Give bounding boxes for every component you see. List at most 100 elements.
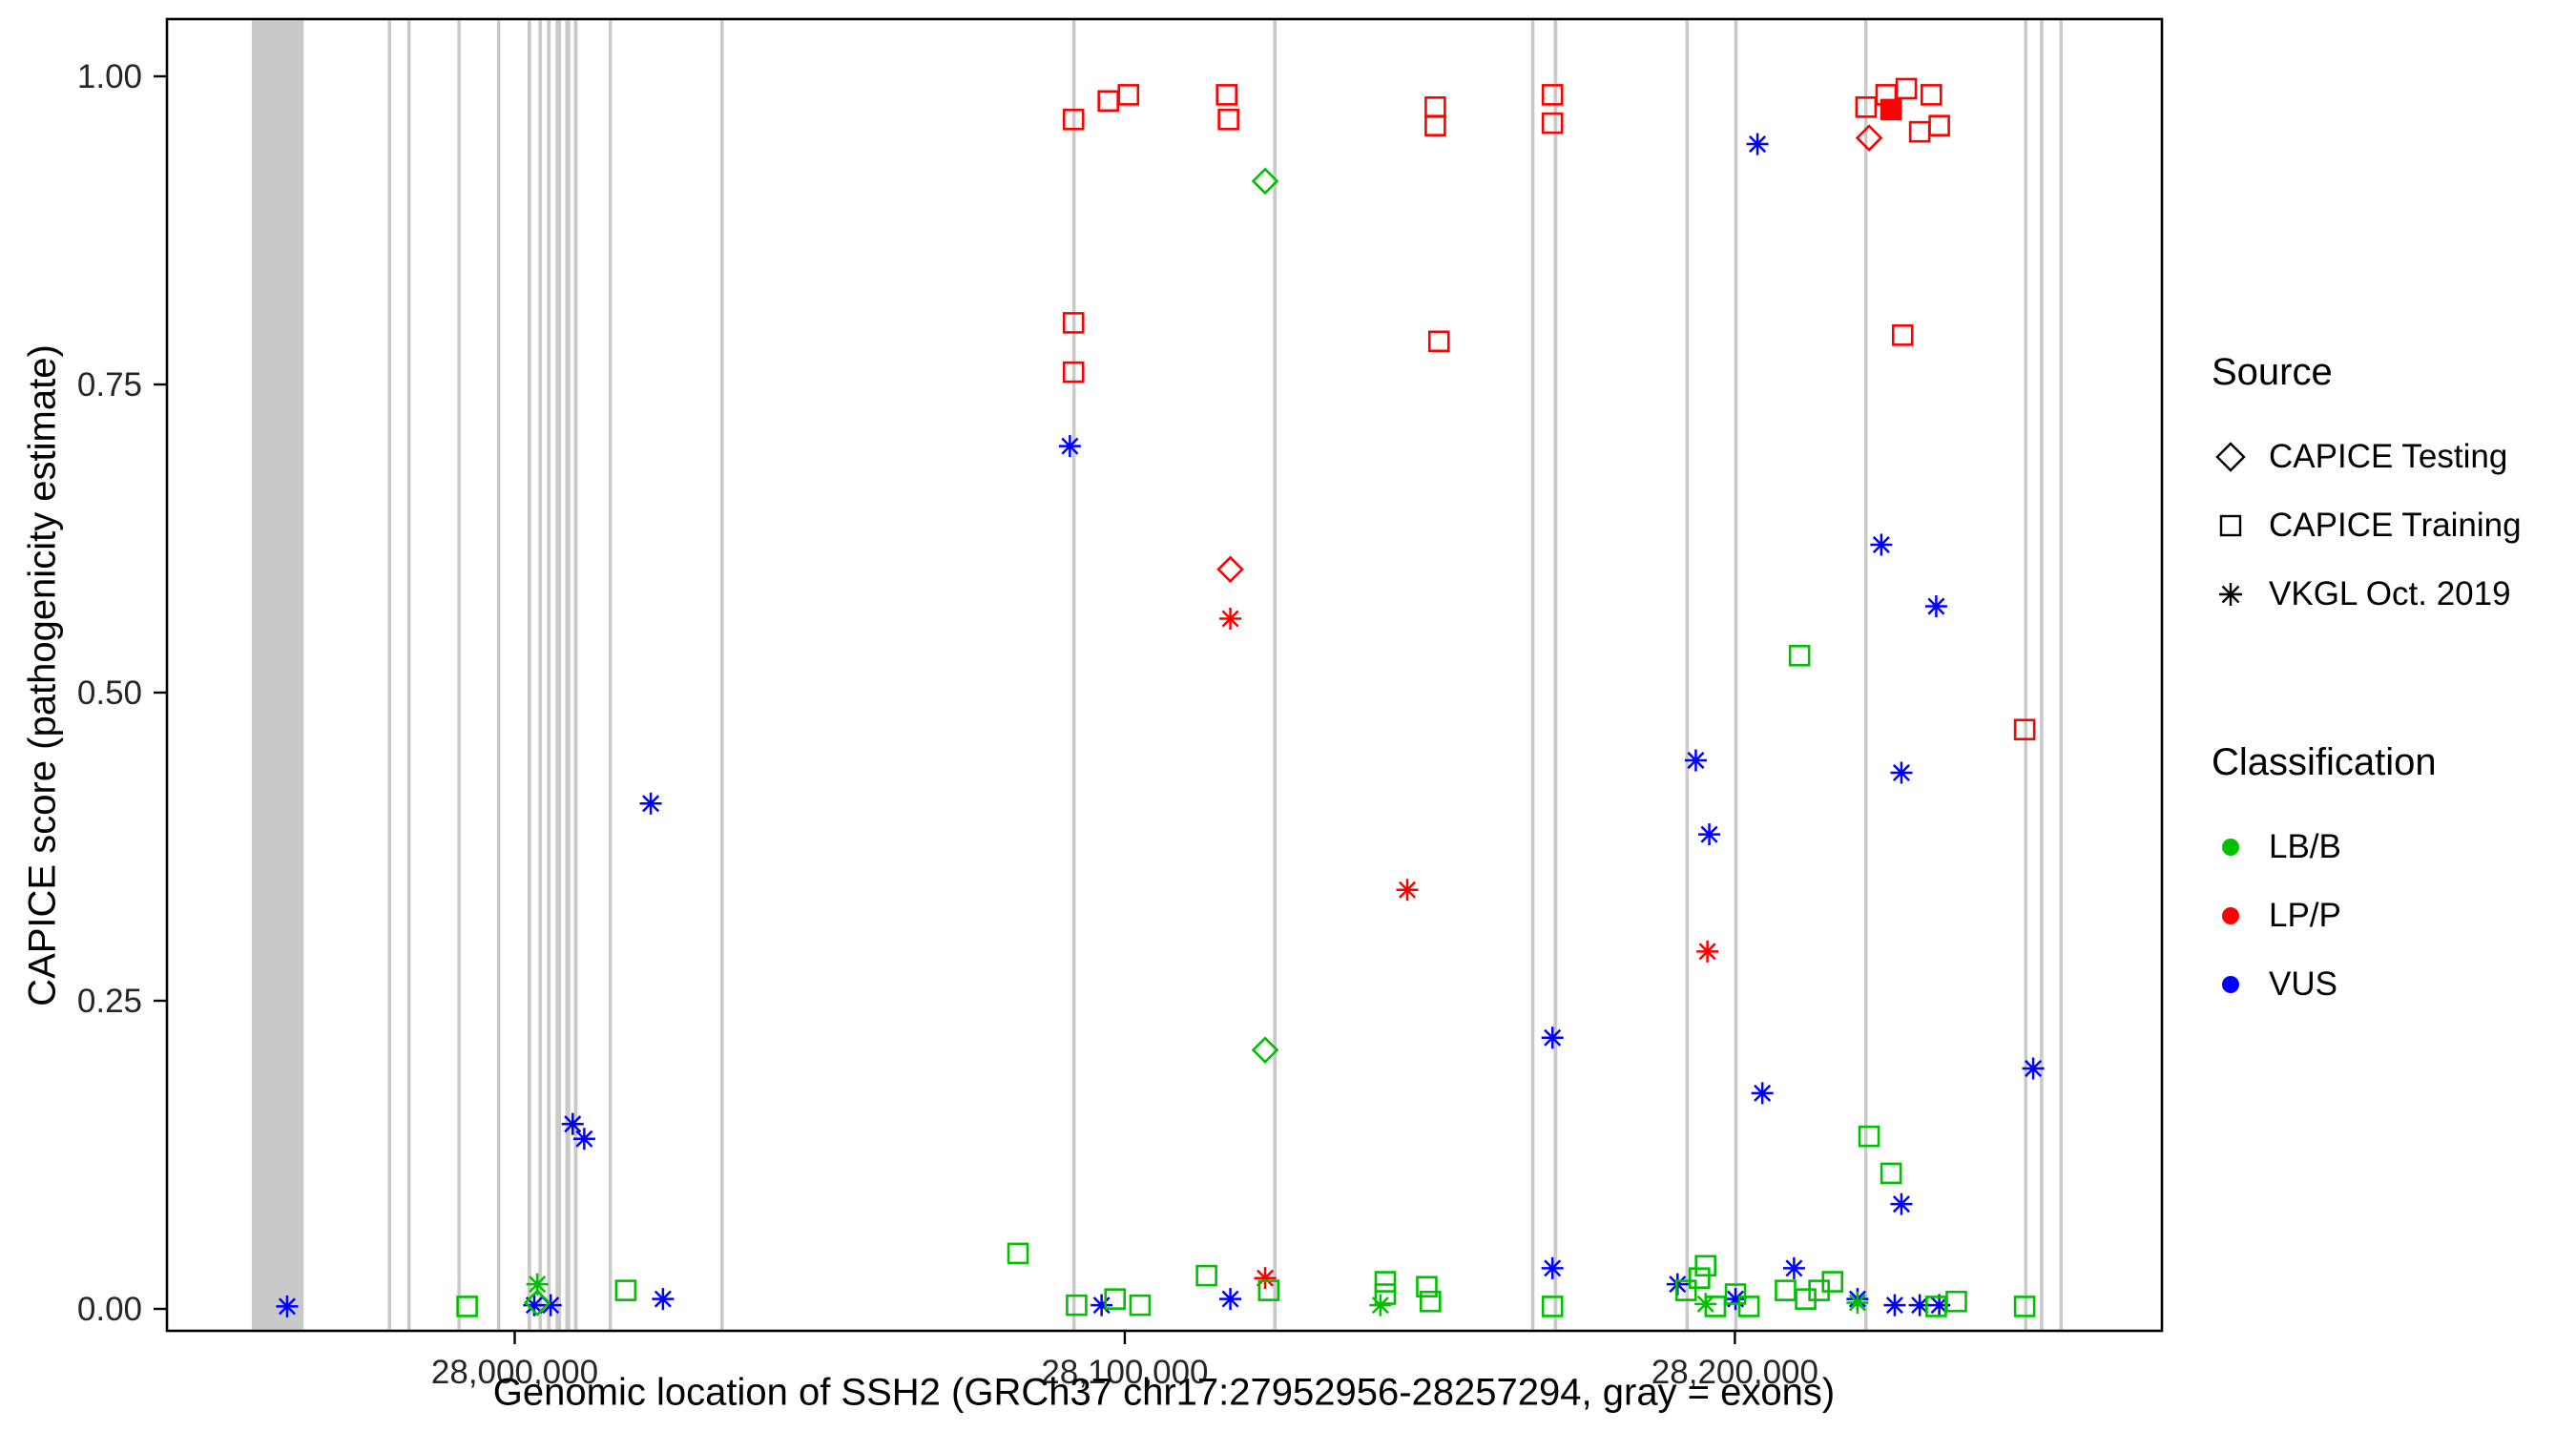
exon-band bbox=[1530, 20, 1535, 1330]
data-point bbox=[1195, 1264, 1217, 1287]
data-point bbox=[1427, 330, 1450, 353]
legend-item-lbb: LB/B bbox=[2212, 813, 2574, 881]
data-point bbox=[276, 1295, 299, 1317]
exon-band bbox=[406, 20, 411, 1330]
legend-label-vus: VUS bbox=[2269, 965, 2337, 1003]
data-point bbox=[1254, 1267, 1277, 1290]
data-point bbox=[1775, 1279, 1797, 1301]
legend: Source CAPICE Testing CAPICE Training bbox=[2212, 351, 2574, 1019]
data-point bbox=[1782, 1256, 1805, 1279]
legend-label-capice-training: CAPICE Training bbox=[2269, 507, 2522, 544]
data-point bbox=[1257, 1279, 1280, 1301]
exon-band bbox=[555, 20, 562, 1330]
legend-label-lpp: LP/P bbox=[2269, 897, 2341, 934]
exon-band bbox=[1863, 20, 1868, 1330]
data-point bbox=[1880, 98, 1902, 121]
exon-band bbox=[2059, 20, 2064, 1330]
data-point bbox=[1945, 1290, 1967, 1313]
exon-band bbox=[527, 20, 531, 1330]
data-point bbox=[1062, 108, 1085, 131]
data-point bbox=[1688, 1267, 1711, 1289]
axes: 28,000,000 28,100,000 28,200,000 0.00 0.25 0.… bbox=[77, 58, 1818, 1391]
vus-dot-icon bbox=[2222, 976, 2239, 993]
data-point bbox=[1821, 1271, 1843, 1293]
x-tick-label: 28,200,000 bbox=[1652, 1354, 1818, 1391]
data-point bbox=[1890, 761, 1913, 784]
y-tick-label: 0.50 bbox=[77, 674, 142, 712]
data-point bbox=[1541, 1296, 1564, 1317]
data-point bbox=[1924, 595, 1947, 618]
data-point bbox=[1251, 167, 1279, 196]
data-point bbox=[1694, 1255, 1716, 1277]
data-point bbox=[1541, 84, 1564, 106]
data-point bbox=[1724, 1283, 1747, 1305]
data-point bbox=[1062, 361, 1085, 384]
data-point bbox=[1374, 1283, 1397, 1305]
data-point bbox=[456, 1296, 478, 1317]
data-point bbox=[1883, 1294, 1906, 1317]
exon-band bbox=[547, 20, 551, 1330]
data-point bbox=[1751, 1082, 1774, 1105]
data-point bbox=[1091, 1294, 1113, 1317]
data-point bbox=[1880, 1162, 1902, 1185]
data-point bbox=[1704, 1296, 1727, 1317]
legend-title-source: Source bbox=[2212, 351, 2333, 393]
x-tick-label: 28,100,000 bbox=[1041, 1354, 1208, 1391]
exon-band bbox=[2040, 20, 2044, 1330]
lpp-dot-icon bbox=[2222, 907, 2239, 924]
diamond-icon bbox=[2215, 442, 2246, 472]
exon-band bbox=[538, 20, 542, 1330]
data-point bbox=[1420, 1290, 1442, 1313]
square-icon bbox=[2219, 514, 2242, 537]
data-point bbox=[1117, 84, 1140, 106]
data-point bbox=[1396, 879, 1419, 902]
exon-band bbox=[251, 20, 304, 1330]
data-point bbox=[1746, 133, 1769, 156]
legend-item-capice-testing: CAPICE Testing bbox=[2212, 423, 2574, 491]
exon-band bbox=[565, 20, 571, 1330]
data-point bbox=[1891, 324, 1914, 346]
y-tick-label: 0.75 bbox=[77, 366, 142, 404]
legend-label-lbb: LB/B bbox=[2269, 828, 2341, 865]
data-point bbox=[1424, 114, 1446, 136]
data-point bbox=[1424, 96, 1446, 118]
data-point bbox=[652, 1288, 675, 1311]
exon-band bbox=[387, 20, 391, 1330]
legend-label-vkgl: VKGL Oct. 2019 bbox=[2269, 575, 2511, 612]
legend-item-vkgl: VKGL Oct. 2019 bbox=[2212, 560, 2574, 629]
exon-band bbox=[573, 20, 578, 1330]
data-point bbox=[614, 1279, 637, 1301]
exon-band bbox=[1273, 20, 1278, 1330]
data-point bbox=[1104, 1288, 1127, 1310]
data-point bbox=[2022, 1057, 2045, 1080]
lbb-dot-icon bbox=[2222, 839, 2239, 856]
data-point bbox=[1129, 1294, 1152, 1317]
exon-bands bbox=[251, 20, 2064, 1330]
data-point bbox=[1374, 1271, 1397, 1293]
data-point bbox=[1674, 1279, 1697, 1301]
data-point bbox=[1684, 749, 1707, 772]
data-point bbox=[1007, 1242, 1029, 1265]
data-point bbox=[1737, 1296, 1760, 1317]
data-point bbox=[2013, 1296, 2036, 1317]
data-point bbox=[1369, 1294, 1392, 1317]
data-point bbox=[639, 792, 662, 815]
data-point bbox=[1908, 1294, 1931, 1317]
exon-band bbox=[1553, 20, 1558, 1330]
data-point bbox=[1855, 96, 1878, 118]
legend-item-vus: VUS bbox=[2212, 950, 2574, 1019]
asterisk-icon bbox=[2219, 583, 2242, 606]
exon-band bbox=[2024, 20, 2027, 1330]
data-point bbox=[1858, 1125, 1880, 1148]
data-point bbox=[1541, 1027, 1564, 1049]
legend-group-classification: Classification LB/B LP/P VUS bbox=[2212, 741, 2574, 1019]
data-point bbox=[1895, 77, 1918, 100]
legend-item-capice-training: CAPICE Training bbox=[2212, 491, 2574, 560]
exon-band bbox=[1071, 20, 1076, 1330]
data-point bbox=[1066, 1294, 1088, 1317]
data-points bbox=[276, 77, 2045, 1317]
y-axis-title: CAPICE score (pathogenicity estimate) bbox=[21, 344, 64, 1006]
data-point bbox=[1846, 1292, 1869, 1315]
